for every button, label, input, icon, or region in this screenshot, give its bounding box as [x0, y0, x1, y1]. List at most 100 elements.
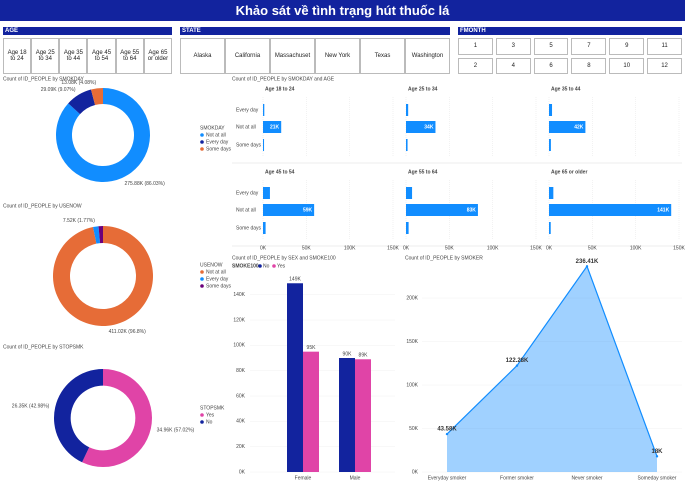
bar — [263, 187, 270, 199]
line — [446, 265, 658, 457]
legend-label: Not at all — [206, 132, 226, 138]
data-label: 122.28K — [506, 358, 529, 364]
y-tick-label: 140K — [233, 292, 245, 298]
data-label: 95K — [307, 345, 317, 351]
bar — [263, 104, 265, 116]
slicer-button[interactable]: 6 — [533, 57, 569, 74]
bar — [406, 187, 413, 199]
legend-marker — [200, 140, 204, 144]
slicer-button[interactable]: 10 — [609, 57, 645, 74]
y-tick-label: 120K — [233, 317, 245, 323]
legend-label: Every day — [206, 139, 229, 145]
x-tick-label: Everyday smoker — [428, 475, 467, 481]
legend-label: No — [263, 263, 270, 269]
slicer-button[interactable]: Age 65 or older — [143, 38, 172, 74]
x-tick-label: Male — [350, 475, 361, 481]
slicer-button[interactable]: Washington — [405, 38, 450, 74]
slicer-button[interactable]: 3 — [495, 38, 531, 55]
chart-title: Count of ID_PEOPLE by SEX and SMOKE100 — [232, 255, 336, 261]
legend-marker — [272, 264, 276, 268]
slicer-items: Alaska California Massachuset New York Texas… — [180, 38, 450, 74]
y-tick-label: 40K — [236, 419, 246, 425]
slicer-button[interactable]: 4 — [495, 57, 531, 74]
x-tick-label: Former smoker — [500, 475, 534, 481]
slicer: STATE Alaska California Massachuset New York… — [180, 27, 450, 74]
slicer-button[interactable]: Texas — [360, 38, 405, 74]
point — [515, 364, 519, 367]
x-tick-label: 150K — [673, 245, 685, 251]
slicer-button[interactable]: 9 — [609, 38, 645, 55]
bar — [303, 351, 319, 472]
panel-title: Age 65 or older — [551, 169, 587, 175]
x-tick-label: Female — [295, 475, 312, 481]
panel-title: Age 18 to 24 — [265, 86, 295, 92]
legend-label: Every day — [206, 276, 229, 282]
data-label: 21K — [270, 124, 280, 130]
donut-slice — [98, 226, 103, 244]
slicer-button[interactable]: 5 — [533, 38, 569, 55]
data-label: 34K — [424, 124, 434, 130]
x-tick-label: 100K — [487, 245, 499, 251]
slicer-button[interactable]: 2 — [458, 57, 493, 74]
point — [445, 432, 449, 436]
slicer-button[interactable]: California — [225, 38, 270, 74]
legend-label: Yes — [206, 412, 215, 418]
data-label: 42K — [574, 124, 584, 130]
y-tick-label: 60K — [236, 393, 246, 399]
donut-slice — [90, 88, 103, 106]
slicer-button[interactable]: 1 — [458, 38, 493, 55]
slicer-button[interactable]: 11 — [647, 38, 682, 55]
slicer-title: STATE — [180, 27, 450, 35]
slicer-items: Age 18 to 24 Age 25 to 34 Age 35 to 44 Age … — [3, 38, 172, 74]
bar — [406, 121, 436, 133]
data-label: 34.96K (57.02%) — [157, 427, 195, 433]
chart-title: Count of ID_PEOPLE by USENOW — [3, 203, 82, 209]
data-label: 59K — [303, 207, 313, 213]
legend-title: SMOKE100 — [232, 263, 259, 269]
y-tick-label: 20K — [236, 444, 246, 450]
data-label: 83K — [467, 207, 477, 213]
slicer-button[interactable]: 7 — [571, 38, 607, 55]
y-tick-label: 0K — [412, 469, 419, 475]
slicer-button[interactable]: 12 — [647, 57, 682, 74]
y-tick-label: Some days — [236, 225, 262, 231]
slicer-button[interactable]: Alaska — [180, 38, 225, 74]
x-tick-label: 100K — [630, 245, 642, 251]
chart-title: Count of ID_PEOPLE by SMOKDAY — [3, 76, 84, 82]
bar — [355, 359, 371, 472]
y-tick-label: Not at all — [236, 124, 256, 130]
slicer-button[interactable]: New York — [315, 38, 360, 74]
legend-marker — [258, 264, 262, 268]
legend-marker — [200, 133, 204, 137]
point — [655, 455, 659, 458]
slicer-button[interactable]: Age 45 to 54 — [87, 38, 116, 74]
donut-slice — [53, 369, 103, 463]
y-tick-label: 100K — [406, 382, 418, 388]
x-tick-label: 100K — [344, 245, 356, 251]
chart-title: Count of ID_PEOPLE by STOPSMK — [3, 344, 84, 350]
legend-label: Not at all — [206, 269, 226, 275]
slicer-button[interactable]: Age 18 to 24 — [3, 38, 32, 74]
data-label: 43.58K — [437, 427, 457, 433]
slicer-button[interactable]: Massachuset — [270, 38, 315, 74]
y-tick-label: 150K — [406, 339, 418, 345]
data-label: 236.41K — [576, 259, 599, 265]
x-tick-label: 50K — [302, 245, 312, 251]
slicer: AGE Age 18 to 24 Age 25 to 34 Age 35 to 44 A… — [3, 27, 172, 74]
x-tick-label: Someday smoker — [638, 475, 677, 481]
chart-title: Count of ID_PEOPLE by SMOKER — [405, 255, 483, 261]
slicer-button[interactable]: Age 25 to 34 — [31, 38, 60, 74]
slicer: FMONTH 1 2 3 4 5 6 7 8 9 10 11 12 — [458, 27, 682, 74]
y-tick-label: Not at all — [236, 207, 256, 213]
legend-marker — [200, 413, 204, 417]
x-tick-label: 0K — [546, 245, 553, 251]
bar — [549, 104, 553, 116]
bar — [549, 139, 551, 151]
slicer-button[interactable]: Age 55 to 64 — [115, 38, 144, 74]
bar — [406, 104, 409, 116]
slicer-button[interactable]: Age 35 to 44 — [59, 38, 88, 74]
slicer-button[interactable]: 8 — [571, 57, 607, 74]
legend-marker — [200, 284, 204, 288]
slicer-title: FMONTH — [458, 27, 682, 35]
